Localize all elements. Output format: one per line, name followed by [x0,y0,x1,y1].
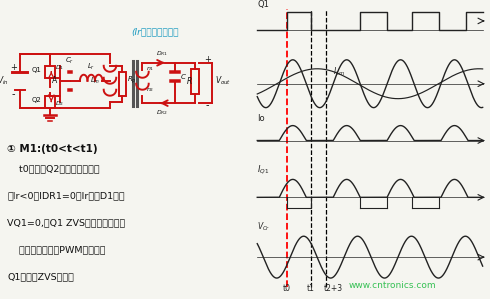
Text: $L_m$: $L_m$ [90,76,100,86]
Bar [45,66,55,78]
Text: $n_2$: $n_2$ [146,86,154,94]
Text: +: + [204,55,211,64]
Text: $I_{Lm}$: $I_{Lm}$ [333,65,345,78]
Text: $V_{out}$: $V_{out}$ [215,74,231,87]
Text: $D_{R1}$: $D_{R1}$ [156,49,169,58]
Text: $C_r$: $C_r$ [65,56,74,66]
Text: t2+3: t2+3 [323,284,343,293]
Bar [45,96,55,108]
Text: t0时刻，Q2恰好关断，谐振: t0时刻，Q2恰好关断，谐振 [7,164,100,173]
Text: $R_p$: $R_p$ [127,75,137,86]
Text: Q1: Q1 [31,67,41,73]
Text: www.cntronics.com: www.cntronics.com [348,281,436,290]
Text: ① M1:(t0<t<t1): ① M1:(t0<t<t1) [7,144,98,153]
Text: (Ir从左向右为正）: (Ir从左向右为正） [131,27,179,36]
Text: A: A [52,76,57,85]
Text: 在这个过程中，PWM信号加在: 在这个过程中，PWM信号加在 [7,245,106,254]
Text: Q1上使其ZVS开通。: Q1上使其ZVS开通。 [7,272,74,281]
Text: $V_{in}$: $V_{in}$ [0,74,9,87]
Text: $R$: $R$ [186,75,193,86]
Text: +: + [10,63,17,72]
Text: $V_{Cr}$: $V_{Cr}$ [257,221,270,233]
Text: $I_{Q1}$: $I_{Q1}$ [257,164,270,176]
Text: Q1: Q1 [257,0,269,9]
Text: -: - [206,100,209,110]
Bar [119,72,126,96]
Text: t1: t1 [307,284,315,293]
Text: $C$: $C$ [180,72,187,81]
Text: VQ1=0,为Q1 ZVS开通创造条件。: VQ1=0,为Q1 ZVS开通创造条件。 [7,218,126,227]
Text: $D_1$: $D_1$ [55,63,64,72]
Text: $D_{R2}$: $D_{R2}$ [156,108,169,117]
Text: -: - [12,89,16,99]
Bar [191,69,198,94]
Text: $n_1$: $n_1$ [146,65,154,73]
Text: $L_r$: $L_r$ [87,62,95,72]
Text: t0: t0 [283,284,291,293]
Text: Io: Io [257,114,265,123]
Text: $D_2$: $D_2$ [55,99,64,108]
Text: Q2: Q2 [31,97,41,103]
Text: 流Ir<0，IDR1=0。Ir流经D1，使: 流Ir<0，IDR1=0。Ir流经D1，使 [7,191,125,200]
